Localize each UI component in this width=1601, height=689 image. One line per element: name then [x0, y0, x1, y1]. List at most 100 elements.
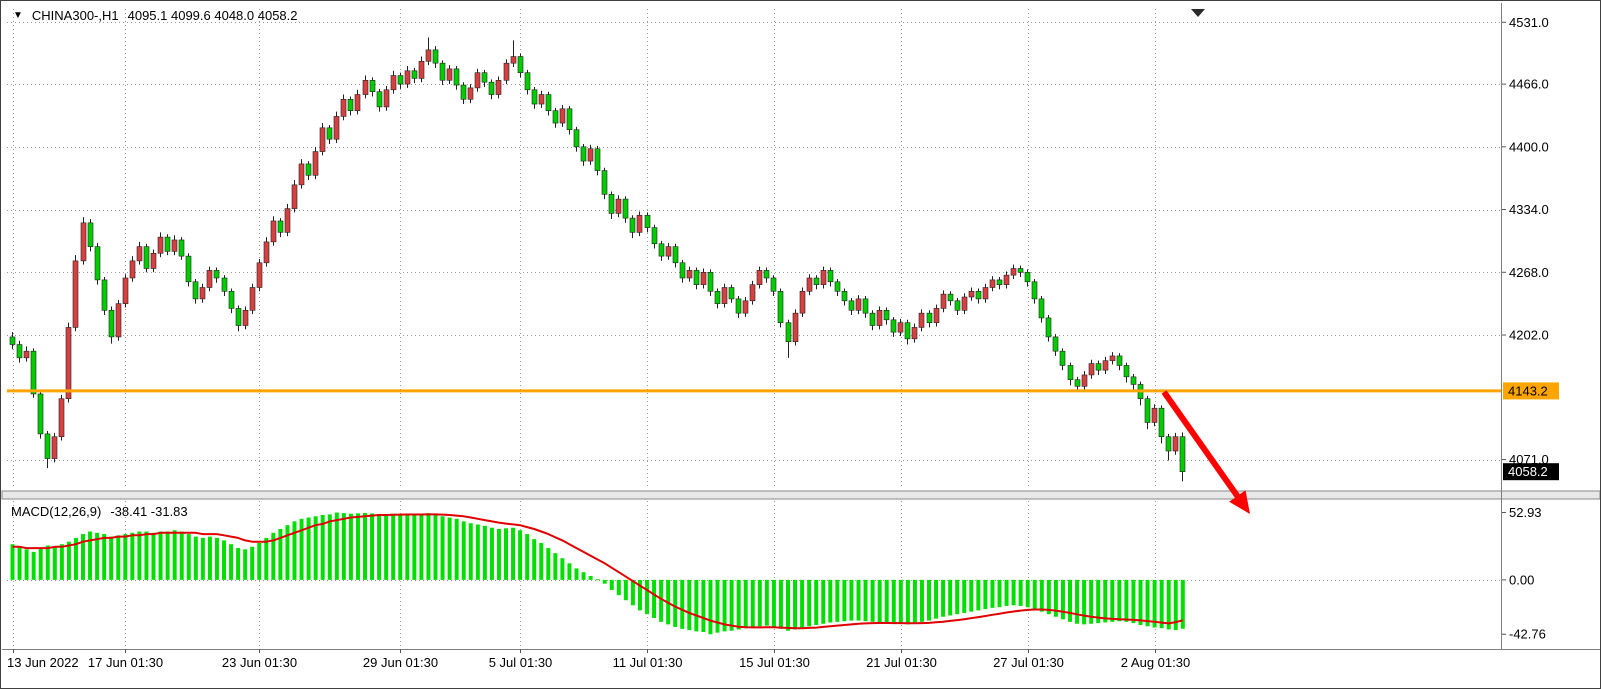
candle	[488, 79, 495, 100]
time-axis-label: 5 Jul 01:30	[489, 655, 553, 670]
last-price-badge: 4058.2	[1503, 463, 1559, 481]
candle	[503, 59, 510, 85]
candle	[926, 310, 933, 328]
candle	[164, 234, 171, 256]
candle	[700, 268, 707, 289]
candle	[996, 277, 1003, 290]
candle	[756, 266, 763, 289]
axis-frame	[2, 3, 1600, 650]
indicator-header: MACD(12,26,9) -38.41 -31.83	[11, 504, 188, 519]
main-chart-panel[interactable]	[1, 1, 1501, 489]
candle	[665, 242, 672, 260]
macd-signal-line	[12, 513, 1184, 630]
time-axis-label: 27 Jul 01:30	[993, 655, 1064, 670]
price-axis-label: 4334.0	[1509, 202, 1549, 217]
candle	[150, 249, 157, 273]
price-axis-label: 4202.0	[1509, 328, 1549, 343]
candle	[1052, 334, 1059, 356]
candle	[1123, 362, 1130, 383]
candle	[213, 267, 220, 283]
time-axis-label: 11 Jul 01:30	[613, 655, 683, 670]
candle	[813, 275, 820, 290]
price-gridlines	[7, 22, 1501, 461]
candle	[404, 66, 411, 88]
indicator-panel[interactable]	[1, 499, 1501, 647]
candle	[460, 82, 467, 105]
macd-axis-label: 0.00	[1509, 572, 1534, 587]
candle	[876, 306, 883, 330]
candle	[1109, 352, 1116, 365]
candle	[566, 105, 573, 135]
macd-axis-label: -42.76	[1509, 627, 1546, 642]
candle	[1017, 265, 1024, 278]
price-axis-label: 4400.0	[1509, 139, 1549, 154]
candle	[376, 88, 383, 112]
candle	[256, 258, 263, 292]
chevron-down-icon[interactable]: ▼	[13, 9, 23, 21]
candle	[933, 304, 940, 327]
candle	[72, 255, 79, 332]
time-axis-label: 23 Jun 01:30	[222, 655, 297, 670]
candle	[369, 77, 376, 97]
candle	[446, 65, 453, 85]
candle	[869, 310, 876, 331]
candle	[1158, 405, 1165, 444]
candle	[474, 68, 481, 92]
candle	[855, 295, 862, 315]
symbol-header: ▼ CHINA300-,H1 4095.1 4099.6 4048.0 4058…	[13, 8, 298, 23]
candle	[517, 53, 524, 78]
candle	[333, 111, 340, 144]
candle	[777, 288, 784, 328]
time-axis-label: 2 Aug 01:30	[1121, 655, 1190, 670]
price-axis[interactable]	[1502, 1, 1600, 649]
time-axis-label: 15 Jul 01:30	[739, 655, 810, 670]
candle	[199, 283, 206, 303]
candle	[545, 91, 552, 116]
candle	[453, 66, 460, 90]
candle	[51, 432, 58, 463]
candle	[1059, 348, 1066, 371]
indicator-label: MACD(12,26,9)	[11, 504, 102, 519]
price-axis-labels: 4531.04466.04400.04334.04268.04202.04071…	[1502, 15, 1549, 467]
candle	[982, 283, 989, 303]
time-axis[interactable]	[1, 650, 1600, 688]
candle	[157, 232, 164, 258]
candle	[580, 143, 587, 166]
candle	[1045, 315, 1052, 342]
panel-separator	[1, 490, 1600, 500]
candle	[80, 217, 87, 265]
candle	[552, 107, 559, 128]
candle	[714, 288, 721, 309]
candle	[1031, 278, 1038, 304]
candle	[418, 56, 425, 83]
candle	[904, 319, 911, 345]
candle	[651, 224, 658, 249]
candle	[1116, 353, 1123, 371]
candle	[968, 287, 975, 301]
candle	[65, 322, 72, 403]
candle	[44, 431, 51, 469]
candle	[263, 237, 270, 267]
symbol-period-label: CHINA300-,H1	[31, 8, 119, 23]
candle	[326, 124, 333, 144]
candle	[679, 259, 686, 283]
candle	[770, 275, 777, 297]
candle	[432, 46, 439, 68]
candle	[319, 123, 326, 156]
candle	[1144, 395, 1151, 430]
candle	[636, 211, 643, 237]
candle	[940, 290, 947, 313]
candle	[1179, 432, 1186, 482]
candle	[242, 306, 249, 330]
candle	[1067, 362, 1074, 386]
candle	[735, 296, 742, 318]
candle	[883, 307, 890, 325]
candle	[192, 278, 199, 304]
candle	[510, 40, 517, 67]
candle	[1130, 373, 1137, 391]
candle	[608, 191, 615, 220]
candle	[178, 237, 185, 260]
candle	[312, 146, 319, 180]
candle	[1088, 359, 1095, 379]
